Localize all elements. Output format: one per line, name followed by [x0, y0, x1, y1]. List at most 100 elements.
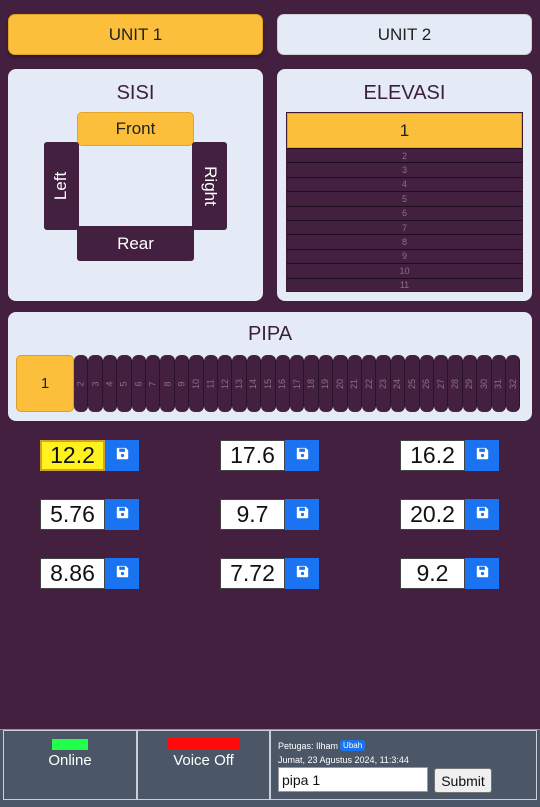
pipa-item[interactable]: 8 — [160, 355, 175, 412]
voice-status-cell[interactable]: Voice Off — [137, 730, 270, 800]
side-rear-button[interactable]: Rear — [77, 226, 194, 261]
side-left-button[interactable]: Left — [44, 142, 79, 230]
pipa-item-label: 2 — [75, 380, 86, 387]
pipa-item[interactable]: 10 — [189, 355, 204, 412]
elevasi-item[interactable]: 8 — [287, 234, 522, 248]
save-button[interactable] — [465, 440, 499, 471]
save-button[interactable] — [465, 558, 499, 589]
pipa-strip[interactable]: 1 2 3 4 5 6 7 8 9 10 11 12 13 14 15 16 17 18 19 20 21 22 23 24… — [16, 355, 524, 412]
pipa-item[interactable]: 28 — [448, 355, 463, 412]
tab-unit-2[interactable]: UNIT 2 — [277, 14, 532, 55]
value-entry: 20.2 — [400, 499, 499, 530]
value-entry: 17.6 — [220, 440, 319, 471]
side-left-label: Left — [51, 171, 71, 201]
pipa-item[interactable]: 17 — [290, 355, 305, 412]
elevasi-item[interactable]: 11 — [287, 277, 522, 291]
pipa-title: PIPA — [247, 323, 293, 345]
floppy-disk-icon — [296, 506, 309, 524]
ubah-button[interactable]: Ubah — [340, 740, 366, 751]
pipa-item-label: 17 — [291, 378, 302, 389]
pipa-item[interactable]: 5 — [117, 355, 132, 412]
pipa-item[interactable]: 9 — [174, 355, 190, 412]
pipa-item-label: 28 — [450, 378, 461, 389]
pipa-item-selected[interactable]: 1 — [16, 355, 74, 412]
pipa-item[interactable]: 24 — [390, 355, 406, 412]
note-input[interactable]: pipa 1 — [278, 767, 428, 792]
value-input[interactable]: 17.6 — [220, 440, 285, 471]
pipa-item[interactable]: 21 — [347, 355, 362, 412]
online-status-cell: Online — [3, 730, 137, 800]
elevasi-item-selected[interactable]: 1 — [287, 113, 522, 148]
value-input[interactable]: 12.2 — [40, 440, 105, 471]
pipa-item-label: 27 — [435, 378, 446, 389]
elevasi-item[interactable]: 4 — [287, 176, 522, 191]
value-entry: 5.76 — [40, 499, 139, 530]
value-input[interactable]: 7.72 — [220, 558, 285, 589]
side-right-button[interactable]: Right — [192, 142, 227, 230]
save-button[interactable] — [465, 499, 499, 530]
tab-unit-1[interactable]: UNIT 1 — [8, 14, 263, 55]
save-button[interactable] — [285, 440, 319, 471]
value-input[interactable]: 5.76 — [40, 499, 105, 530]
elevasi-list[interactable]: 1 2 3 4 5 6 7 8 9 10 11 — [286, 112, 523, 292]
floppy-disk-icon — [296, 447, 309, 465]
elevasi-item[interactable]: 7 — [287, 219, 522, 234]
save-button[interactable] — [285, 558, 319, 589]
pipa-item-label: 18 — [306, 378, 317, 389]
pipa-item[interactable]: 6 — [131, 355, 146, 412]
value-input[interactable]: 20.2 — [400, 499, 465, 530]
save-button[interactable] — [105, 499, 139, 530]
value-input[interactable]: 9.2 — [400, 558, 465, 589]
pipa-item[interactable]: 25 — [405, 355, 420, 412]
pipa-item[interactable]: 30 — [477, 355, 492, 412]
save-button[interactable] — [105, 558, 139, 589]
elevasi-item[interactable]: 6 — [287, 205, 522, 220]
pipa-item[interactable]: 15 — [261, 355, 276, 412]
pipa-item[interactable]: 14 — [246, 355, 262, 412]
pipa-item-label: 23 — [378, 378, 389, 389]
value-input[interactable]: 8.86 — [40, 558, 105, 589]
pipa-item[interactable]: 18 — [304, 355, 319, 412]
pipa-item[interactable]: 12 — [218, 355, 233, 412]
status-footer: Online Voice Off Petugas: Ilham Ubah Jum… — [0, 729, 540, 807]
pipa-item[interactable]: 31 — [491, 355, 506, 412]
value-entry: 9.2 — [400, 558, 499, 589]
pipa-item[interactable]: 3 — [88, 355, 103, 412]
value-input[interactable]: 9.7 — [220, 499, 285, 530]
elevasi-item[interactable]: 10 — [287, 263, 522, 277]
pipa-item-label: 3 — [90, 380, 101, 387]
elevasi-item[interactable]: 3 — [287, 162, 522, 176]
elevasi-item[interactable]: 9 — [287, 248, 522, 263]
pipa-item[interactable]: 27 — [434, 355, 449, 412]
value-entry: 8.86 — [40, 558, 139, 589]
save-button[interactable] — [285, 499, 319, 530]
floppy-disk-icon — [476, 565, 489, 583]
pipa-item[interactable]: 4 — [102, 355, 118, 412]
pipa-item[interactable]: 16 — [275, 355, 290, 412]
pipa-item-label: 11 — [205, 378, 216, 389]
pipa-item[interactable]: 22 — [362, 355, 377, 412]
pipa-item-label: 31 — [493, 378, 504, 389]
pipa-item[interactable]: 11 — [203, 355, 218, 412]
elevasi-item[interactable]: 5 — [287, 191, 522, 205]
elevasi-item[interactable]: 2 — [287, 148, 522, 162]
pipa-item[interactable]: 26 — [419, 355, 434, 412]
pipa-item-label: 24 — [392, 378, 403, 389]
value-input[interactable]: 16.2 — [400, 440, 465, 471]
pipa-item[interactable]: 2 — [74, 355, 89, 412]
side-front-button[interactable]: Front — [77, 112, 194, 146]
save-button[interactable] — [105, 440, 139, 471]
pipa-item[interactable]: 7 — [146, 355, 161, 412]
pipa-item[interactable]: 13 — [232, 355, 247, 412]
pipa-item[interactable]: 19 — [318, 355, 334, 412]
elevasi-title: ELEVASI — [363, 82, 446, 104]
value-entry: 12.2 — [40, 440, 139, 471]
pipa-item[interactable]: 23 — [376, 355, 391, 412]
pipa-item[interactable]: 20 — [333, 355, 348, 412]
pipa-item[interactable]: 29 — [462, 355, 478, 412]
pipa-item-label: 12 — [219, 378, 230, 389]
pipa-item[interactable]: 32 — [506, 355, 521, 412]
pipa-item-label: 15 — [262, 378, 273, 389]
submit-button[interactable]: Submit — [434, 768, 492, 793]
pipa-item-label: 14 — [248, 378, 259, 389]
